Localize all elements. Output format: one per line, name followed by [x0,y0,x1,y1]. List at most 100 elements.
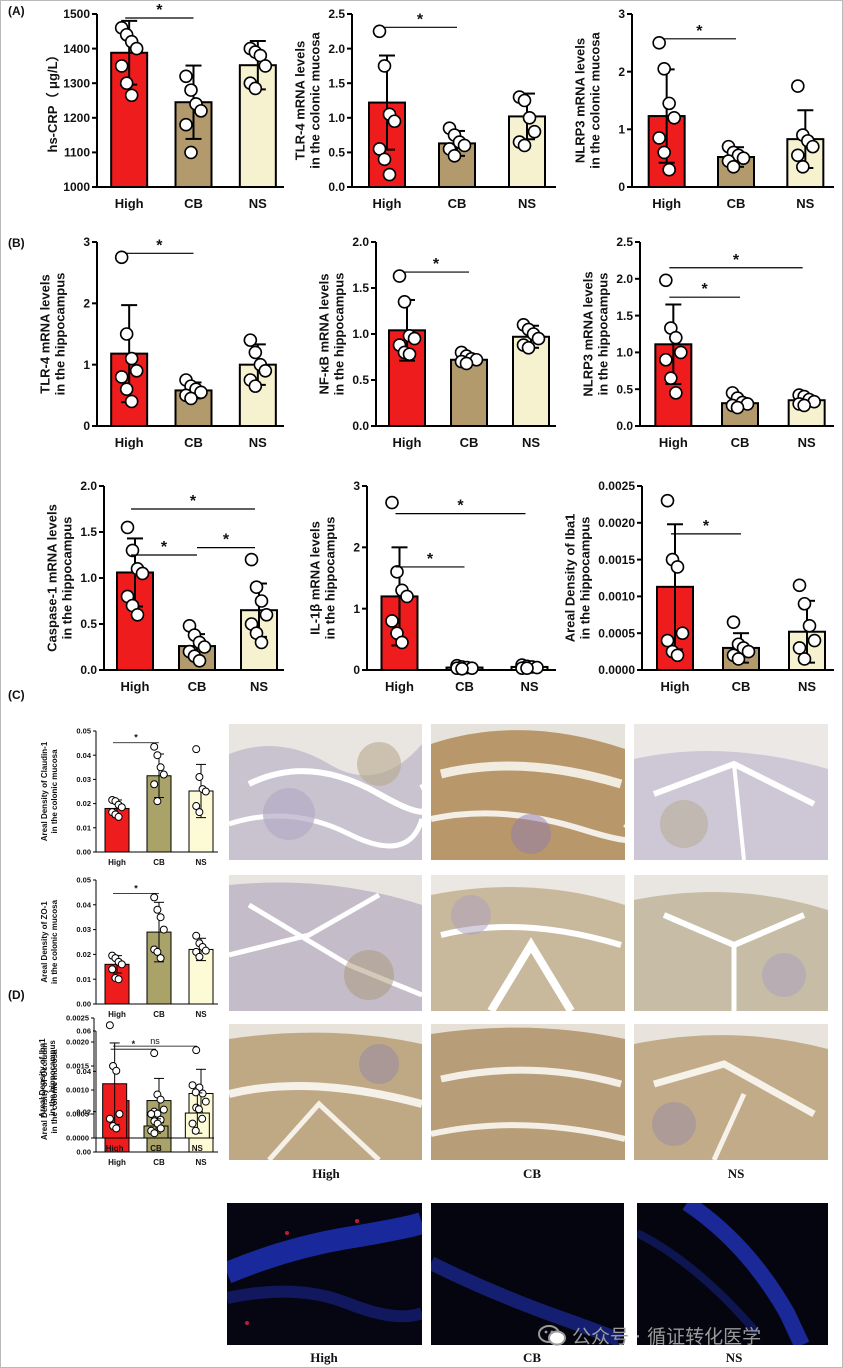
data-point [135,566,150,581]
data-point [114,59,129,73]
data-point [114,370,129,384]
data-point [397,295,412,309]
data-point [457,138,472,153]
data-point [741,644,756,659]
data-point [153,751,162,760]
y-tick-label: 3 [618,7,625,21]
x-tick-label: NS [522,435,540,450]
data-point [105,1114,114,1123]
data-point [120,520,135,535]
y-axis-label: NLRP3 mRNA levels [581,271,596,396]
y-tick-label: 0.02 [76,950,91,959]
significance-label: * [156,237,163,254]
data-point [797,652,812,666]
significance-label: * [132,1039,136,1049]
data-point [105,1021,114,1030]
data-point [385,495,399,510]
chart-iba1-density-d: 0.0000 0.0005 0.0010 0.0015 0.0020 0.0025 Area… [38,1014,214,1153]
data-point [254,594,269,608]
data-point [670,560,685,574]
y-axis-label: in the hippocampus [53,273,68,396]
data-point [447,149,462,163]
x-tick-label: High [652,196,681,211]
data-point [258,59,273,73]
ihc-occludin-ns-image [634,1024,828,1160]
data-point [736,151,751,165]
data-point [179,117,193,132]
data-point [147,1110,156,1118]
y-tick-label: 1.0 [352,327,369,341]
significance-label: * [457,498,464,515]
y-axis-label: Areal Density of Occludin [40,1043,49,1140]
chart-claudin1-density: 0.00 0.01 0.02 0.03 0.04 0.05 Areal Density of… [40,727,218,867]
y-tick-label: 1 [83,358,90,372]
y-tick-label: 0.0000 [66,1134,89,1143]
x-tick-label: CB [448,196,467,211]
y-tick-label: 0.06 [76,1027,91,1036]
data-point [194,1105,203,1114]
significance-label: ns [150,1036,160,1046]
x-tick-label: CB [153,858,165,867]
data-point [377,152,392,167]
y-axis-label: in the hippocampus [332,273,347,396]
data-point [792,641,807,655]
ihc-zo1-cb-image [431,875,625,1011]
y-tick-label: 1100 [64,146,90,160]
y-tick-label: 0.0005 [66,1110,89,1119]
y-tick-label: 1300 [63,76,90,90]
data-point [150,1049,159,1058]
x-tick-label: High [385,679,414,694]
y-tick-label: 2 [83,297,90,311]
bar-cb [450,358,488,427]
y-tick-label: 0.04 [76,1067,91,1076]
data-point [201,787,210,796]
y-axis-label: in the colonic mucosa [50,899,59,984]
y-tick-label: 0.02 [76,799,91,808]
y-tick-label: 0.0 [80,663,97,677]
data-point [407,331,422,346]
y-tick-label: 0.0020 [598,516,635,530]
data-point [184,145,198,160]
data-point [179,69,193,84]
y-axis-label: in the hippocampus [60,517,75,640]
y-tick-label: 0.00 [76,848,91,857]
data-point [119,327,134,341]
data-point [390,565,404,579]
data-point [669,330,683,345]
significance-label: * [156,2,163,19]
data-point [517,93,532,108]
data-point [662,96,676,111]
chart-zo1-density: 0.00 0.01 0.02 0.03 0.04 0.05 Areal Density of… [40,876,218,1019]
y-tick-label: 0.0 [616,419,633,433]
data-point [402,347,417,362]
data-point [243,333,258,347]
x-tick-label: High [108,1158,126,1167]
x-tick-label: High [115,435,144,450]
x-tick-label: CB [455,679,474,694]
data-point [455,661,469,676]
data-point [117,803,126,812]
data-point [726,615,741,629]
data-point [192,654,207,668]
data-point [156,763,165,772]
data-point [153,797,162,806]
data-point [159,770,168,779]
data-point [192,931,201,940]
x-tick-label: NS [195,858,207,867]
data-point [802,619,817,633]
y-axis-label: NF-κB mRNA levels [317,274,332,395]
y-tick-label: 0.01 [76,823,91,832]
y-tick-label: 0.0 [352,419,369,433]
x-tick-label: High [661,679,690,694]
y-tick-label: 0.05 [76,876,91,885]
ihc-occludin-cb-image [431,1024,625,1160]
if-group-label-cb: CB [522,1350,542,1365]
y-axis-label: in the colonic mucosa [50,749,59,834]
y-axis-label: Areal Density of Iba1 [563,514,578,643]
y-tick-label: 2 [353,541,360,555]
data-point [531,331,546,346]
data-point [156,954,165,963]
y-axis-label: in the hippocampus [596,273,611,396]
significance-label: * [696,23,703,40]
data-point [191,1088,200,1097]
